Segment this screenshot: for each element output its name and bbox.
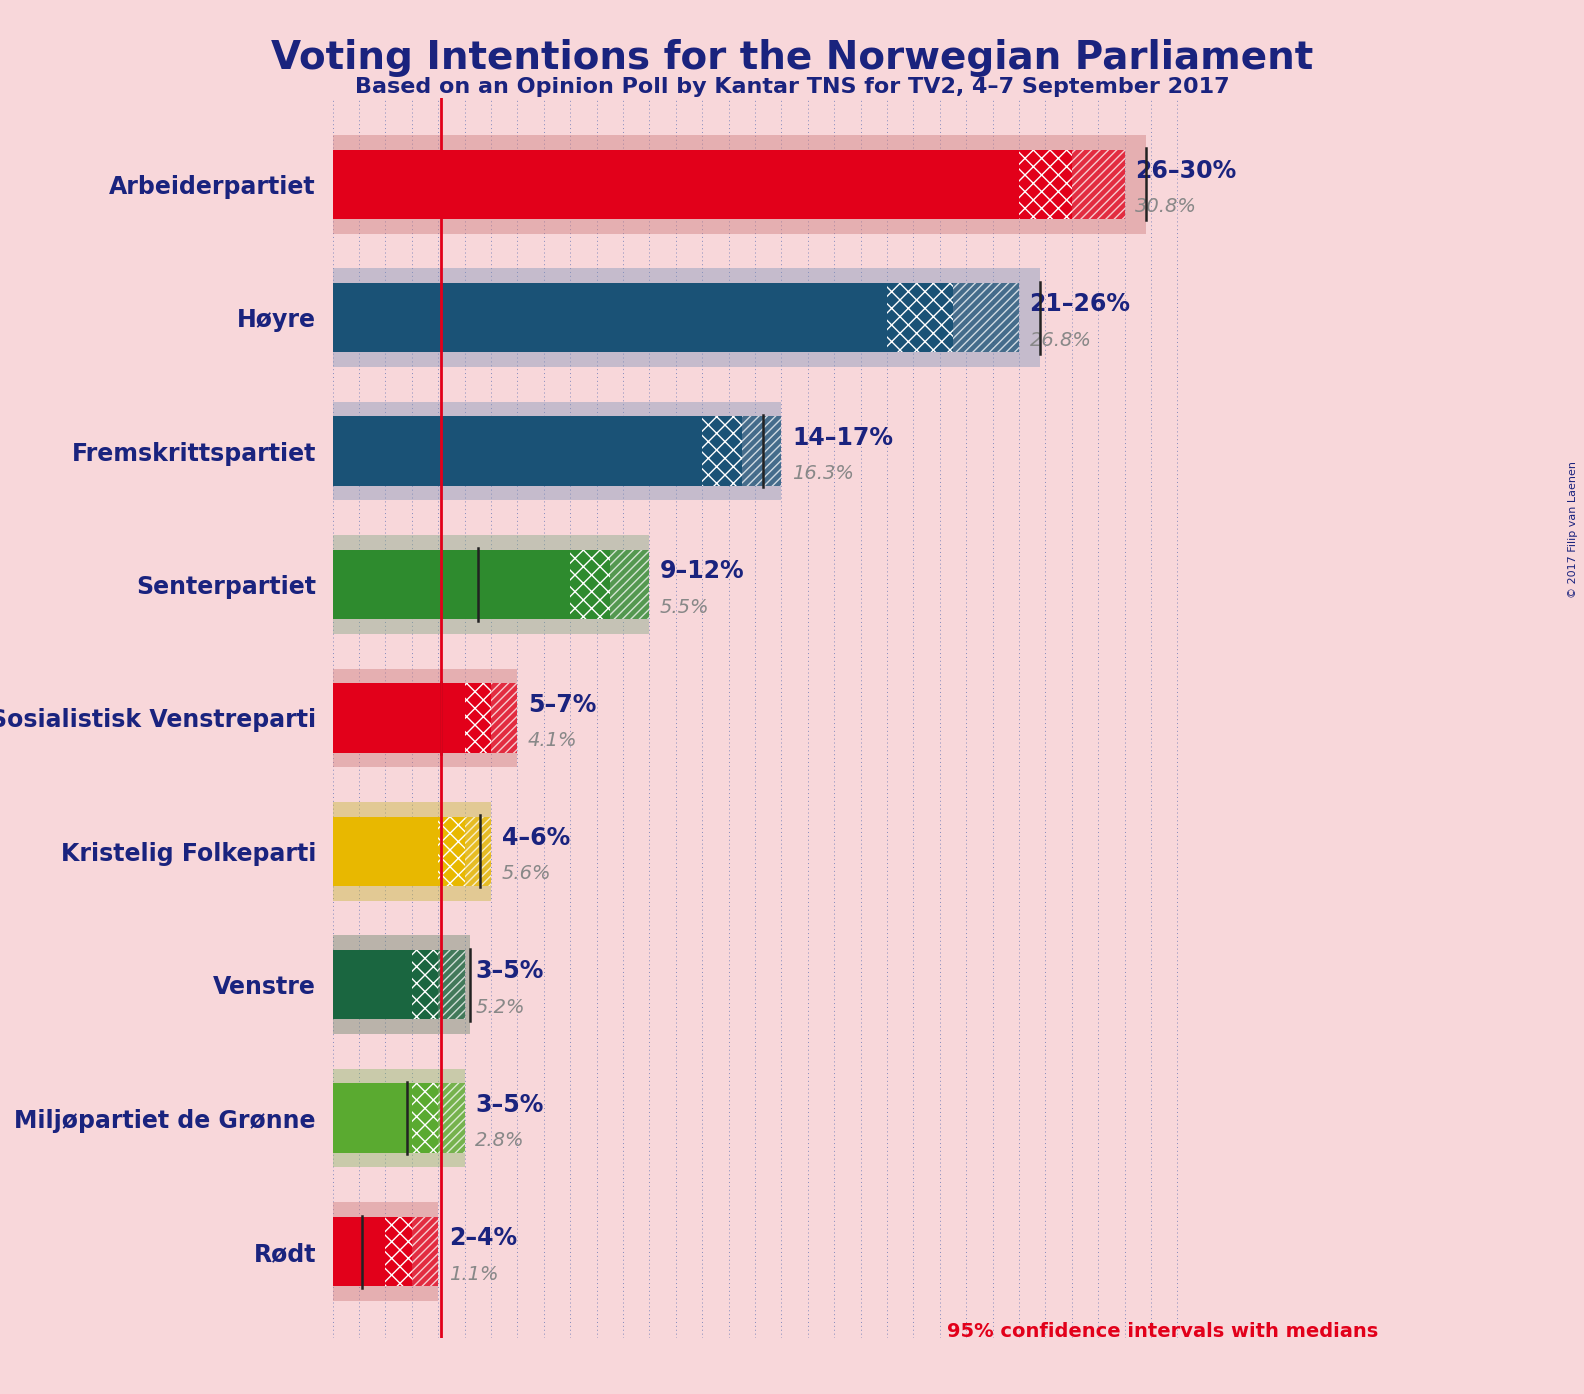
Bar <box>491 683 518 753</box>
Text: 4–6%: 4–6% <box>502 827 570 850</box>
Bar <box>702 417 741 485</box>
Text: 9–12%: 9–12% <box>661 559 744 583</box>
Text: 14–17%: 14–17% <box>792 425 893 450</box>
Bar <box>333 401 781 500</box>
Text: Based on an Opinion Poll by Kantar TNS for TV2, 4–7 September 2017: Based on an Opinion Poll by Kantar TNS f… <box>355 77 1229 96</box>
Bar <box>333 683 464 753</box>
Text: 26.8%: 26.8% <box>1030 330 1091 350</box>
Text: 4.1%: 4.1% <box>527 730 578 750</box>
Bar <box>333 951 412 1019</box>
Bar <box>333 135 1145 234</box>
Text: 5–7%: 5–7% <box>527 693 596 717</box>
Text: 3–5%: 3–5% <box>475 1093 543 1117</box>
Text: 16.3%: 16.3% <box>792 464 854 484</box>
Text: 5.6%: 5.6% <box>502 864 551 884</box>
Text: 1.1%: 1.1% <box>448 1264 499 1284</box>
Bar <box>333 1202 439 1301</box>
Bar <box>333 669 518 767</box>
Bar <box>333 149 1019 219</box>
Bar <box>333 283 887 353</box>
Text: 5.5%: 5.5% <box>661 598 710 616</box>
Bar <box>333 802 491 901</box>
Text: 3–5%: 3–5% <box>475 959 543 983</box>
Text: 2–4%: 2–4% <box>448 1227 516 1250</box>
Bar <box>333 1217 385 1287</box>
Bar <box>887 283 954 353</box>
Bar <box>412 1217 439 1287</box>
Bar <box>333 417 702 485</box>
Bar <box>439 817 464 887</box>
Text: 5.2%: 5.2% <box>475 998 524 1016</box>
Text: 21–26%: 21–26% <box>1030 293 1131 316</box>
Bar <box>741 417 781 485</box>
Bar <box>1072 149 1125 219</box>
Bar <box>333 817 439 887</box>
Text: 95% confidence intervals with medians: 95% confidence intervals with medians <box>947 1322 1378 1341</box>
Bar <box>333 1083 412 1153</box>
Bar <box>333 1069 464 1168</box>
Text: © 2017 Filip van Laenen: © 2017 Filip van Laenen <box>1568 461 1578 598</box>
Bar <box>610 549 649 619</box>
Bar <box>385 1217 412 1287</box>
Text: 26–30%: 26–30% <box>1136 159 1237 183</box>
Bar <box>439 951 464 1019</box>
Text: Voting Intentions for the Norwegian Parliament: Voting Intentions for the Norwegian Parl… <box>271 39 1313 77</box>
Bar <box>333 268 1041 367</box>
Bar <box>1019 149 1072 219</box>
Bar <box>439 1083 464 1153</box>
Bar <box>464 817 491 887</box>
Bar <box>954 283 1019 353</box>
Bar <box>333 549 570 619</box>
Text: 2.8%: 2.8% <box>475 1132 524 1150</box>
Bar <box>464 683 491 753</box>
Bar <box>570 549 610 619</box>
Bar <box>333 935 470 1034</box>
Bar <box>412 1083 439 1153</box>
Bar <box>412 951 439 1019</box>
Bar <box>333 535 649 634</box>
Text: 30.8%: 30.8% <box>1136 198 1198 216</box>
